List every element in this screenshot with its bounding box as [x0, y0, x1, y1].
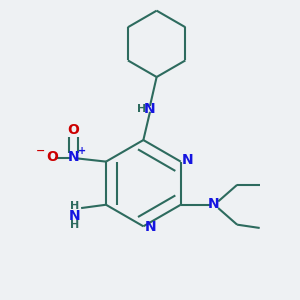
- Text: +: +: [78, 146, 86, 156]
- Text: O: O: [68, 123, 80, 137]
- Text: N: N: [68, 150, 79, 164]
- Text: O: O: [46, 150, 58, 164]
- Text: H: H: [70, 201, 79, 212]
- Text: −: −: [36, 146, 46, 156]
- Text: H: H: [137, 104, 146, 114]
- Text: N: N: [182, 153, 194, 167]
- Text: N: N: [144, 102, 156, 116]
- Text: H: H: [70, 220, 79, 230]
- Text: N: N: [69, 209, 80, 224]
- Text: N: N: [145, 220, 157, 234]
- Text: N: N: [208, 197, 220, 211]
